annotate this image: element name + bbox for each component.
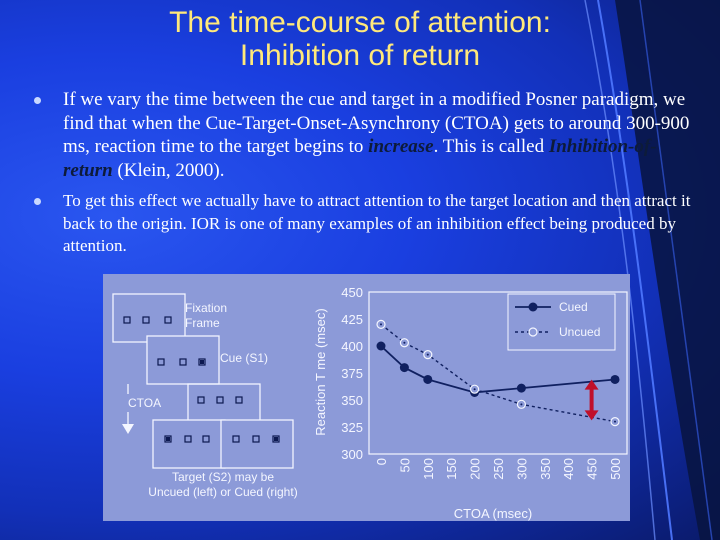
plot-area-frame [368,291,628,455]
slide-title: The time-course of attention: Inhibition… [0,6,720,72]
legend-uncued-marker [528,327,538,337]
cue-s1-label: Cue (S1) [220,351,268,365]
series-uncued-point-center [520,403,523,406]
y-tick-label: 325 [341,420,363,435]
x-tick-label: 0 [374,458,389,465]
x-tick-label: 450 [585,458,600,480]
series-cued-point [376,341,386,351]
series-uncued-point-center [473,388,476,391]
fixation-label: Fixation Frame [185,301,227,330]
ior-figure-svg: Fixation Frame Cue (S1) CTOA Target (S2) … [112,285,628,521]
series-cued-point [610,374,620,384]
ctoa-down-arrow-icon [122,424,134,434]
x-tick-label: 350 [538,458,553,480]
y-tick-label: 400 [341,339,363,354]
y-tick-label: 375 [341,366,363,381]
series-uncued-point-center [614,420,616,423]
bullet-list: If we vary the time between the cue and … [34,88,700,258]
bullet-item-2: To get this effect we actually have to a… [34,190,700,258]
target-uncued-frame-box [152,419,226,469]
x-tick-label: 50 [397,458,412,472]
x-tick-label: 200 [468,458,483,480]
x-tick-label: 300 [514,458,529,480]
y-tick-label: 300 [341,447,363,462]
series-cued-line [380,345,616,394]
bullet-1-text-c: (Klein, 2000). [112,159,225,181]
fixation-label-line-2: Frame [185,316,220,330]
cue-frame-box [146,335,220,385]
slide-title-line-2: Inhibition of return [239,39,481,72]
x-tick-label: 100 [421,458,436,480]
x-tick-label: 250 [491,458,506,480]
target-cued-frame-box [220,419,294,469]
series-uncued-point-center [380,323,382,326]
ior-difference-arrow-up-icon [584,379,599,390]
bullet-1-emphasis-ior: Inhibition-of-return [63,136,657,181]
bullet-dot-icon [34,97,41,104]
x-axis-label: CTOA (msec) [454,506,533,521]
y-tick-label: 425 [341,312,363,327]
y-tick-label: 450 [341,285,363,300]
bullet-2-text: To get this effect we actually have to a… [63,191,691,255]
frame-placeholders [123,316,280,443]
cue-and-target-marks [166,360,278,441]
trial-sequence-diagram [112,293,294,469]
legend-uncued-label: Uncued [559,325,600,339]
series-cued-point [423,374,433,384]
series-uncued-line [380,323,616,423]
rt-ctoa-chart: 300 325 350 375 400 425 450 0 50 100 150 200 250 300 3… [313,285,628,521]
bullet-1-emphasis-increase: increase [368,136,434,157]
x-tick-label: 400 [561,458,576,480]
legend-cued-label: Cued [559,300,588,314]
y-tick-label: 350 [341,393,363,408]
x-tick-label: 150 [444,458,459,480]
fixation-label-line-1: Fixation [185,301,227,315]
series-cued-point [399,363,409,373]
ior-figure: Fixation Frame Cue (S1) CTOA Target (S2) … [103,274,630,521]
series-cued-point [516,383,526,393]
x-tick-label: 500 [608,458,623,480]
y-axis-label: Reaction T me (msec) [313,308,328,435]
bullet-dot-icon [34,198,41,205]
ctoa-diagram-label: CTOA [128,396,161,410]
legend-box [507,293,616,351]
slide-title-line-1: The time-course of attention: [169,6,551,39]
bullet-1-text-a: If we vary the time between the cue and … [63,89,690,157]
target-label-line-1: Target (S2) may be [172,470,274,484]
bullet-item-1: If we vary the time between the cue and … [34,88,700,182]
ior-difference-arrow-down-icon [584,410,599,421]
bullet-1-text-b: . This is called [433,136,549,157]
series-uncued-point-center [403,341,406,344]
legend-cued-marker [528,302,538,312]
target-label-line-2: Uncued (left) or Cued (right) [148,485,297,499]
series-uncued-point-center [426,353,429,356]
